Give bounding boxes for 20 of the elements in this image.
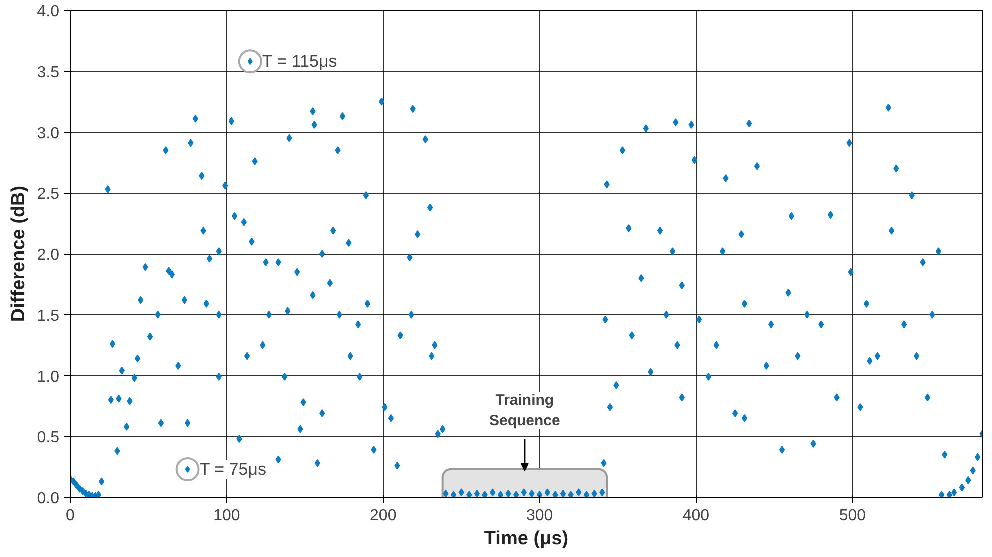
y-tick-label: 1.5 bbox=[37, 308, 60, 325]
band-label: Training Sequence bbox=[490, 392, 560, 430]
y-tick-label: 2.0 bbox=[37, 247, 60, 264]
y-tick-label: 0.0 bbox=[37, 490, 60, 508]
annotation: T = 115μs bbox=[262, 52, 338, 72]
y-tick-label: 3.0 bbox=[37, 125, 60, 142]
x-tick-label: 300 bbox=[526, 508, 554, 524]
y-tick-label: 4.0 bbox=[37, 4, 60, 20]
y-tick-label: 1.0 bbox=[37, 368, 60, 386]
x-tick-label: 100 bbox=[214, 508, 240, 524]
x-tick-label: 400 bbox=[682, 508, 710, 524]
y-tick-label: 3.5 bbox=[37, 64, 60, 82]
y-tick-label: 2.5 bbox=[37, 186, 60, 204]
y-tick-label: 0.5 bbox=[37, 430, 60, 447]
x-tick-label: 0 bbox=[66, 508, 76, 524]
x-tick-label: 200 bbox=[370, 508, 397, 524]
annotation: T = 75μs bbox=[200, 460, 266, 479]
x-axis-title: Time (μs) bbox=[484, 528, 569, 550]
x-tick-label: 500 bbox=[839, 508, 866, 524]
y-axis-title: Difference (dB) bbox=[8, 186, 30, 322]
